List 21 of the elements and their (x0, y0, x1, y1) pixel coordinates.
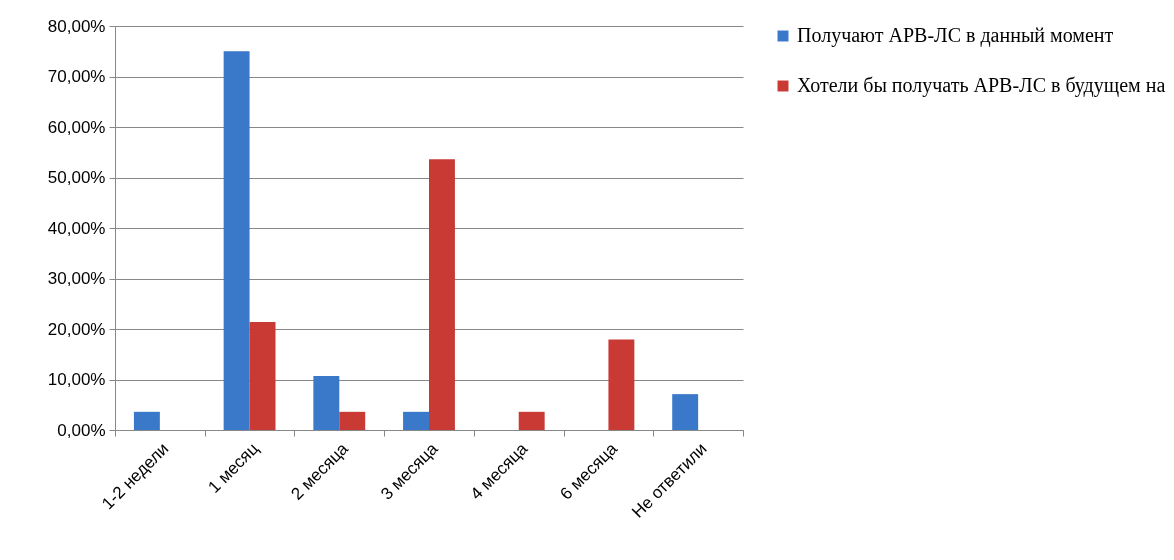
y-tick-label: 60,00% (47, 117, 106, 137)
bar (518, 411, 545, 430)
bar (429, 159, 455, 430)
y-tick-label: 10,00% (47, 370, 106, 389)
y-tick-label: 0,00% (57, 420, 106, 440)
y-tick-label: 70,00% (47, 67, 106, 86)
legend-label: Хотели бы получать АРВ-ЛС в будущем на (797, 74, 1166, 97)
bar (339, 411, 366, 430)
bar (672, 394, 699, 430)
y-tick-label: 30,00% (47, 269, 106, 288)
y-tick-label: 80,00% (47, 16, 106, 36)
y-tick-label: 40,00% (47, 218, 106, 238)
bar (249, 321, 276, 430)
bar (223, 51, 250, 430)
y-tick-label: 50,00% (47, 168, 106, 187)
bar (313, 375, 340, 430)
bar (133, 411, 160, 430)
bar (403, 411, 429, 430)
legend-label: Получают АРВ-ЛС в данный момент (797, 24, 1114, 47)
bar (608, 339, 635, 430)
y-tick-label: 20,00% (47, 319, 106, 339)
